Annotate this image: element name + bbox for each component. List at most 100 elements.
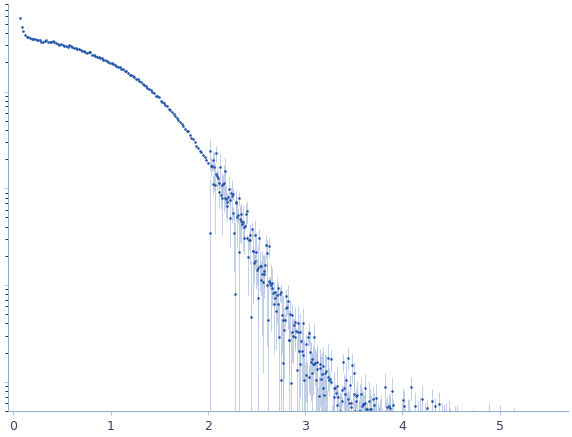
Point — [374, 413, 383, 420]
Point — [206, 163, 216, 170]
Point — [476, 430, 486, 437]
Point — [107, 60, 116, 67]
Point — [92, 53, 101, 60]
Point — [433, 430, 442, 437]
Point — [320, 392, 329, 399]
Point — [452, 411, 462, 418]
Point — [277, 377, 286, 384]
Point — [336, 407, 345, 414]
Point — [323, 355, 332, 362]
Point — [261, 242, 271, 249]
Point — [25, 35, 34, 42]
Point — [81, 49, 90, 55]
Point — [193, 144, 202, 151]
Point — [231, 198, 240, 205]
Point — [325, 375, 335, 382]
Point — [427, 398, 436, 405]
Point — [227, 193, 236, 200]
Point — [375, 427, 384, 434]
Point — [184, 128, 193, 135]
Point — [71, 45, 80, 52]
Point — [264, 317, 273, 324]
Point — [387, 387, 396, 394]
Point — [393, 427, 402, 434]
Point — [112, 63, 121, 70]
Point — [374, 428, 383, 435]
Point — [275, 290, 284, 297]
Point — [327, 378, 336, 385]
Point — [126, 72, 136, 79]
Point — [293, 320, 303, 327]
Point — [205, 148, 214, 155]
Point — [298, 352, 307, 359]
Point — [347, 399, 356, 406]
Point — [216, 191, 225, 198]
Point — [440, 433, 450, 437]
Point — [375, 425, 384, 432]
Point — [438, 434, 447, 437]
Point — [96, 55, 105, 62]
Point — [192, 143, 201, 150]
Point — [295, 329, 304, 336]
Point — [249, 260, 259, 267]
Point — [97, 55, 106, 62]
Point — [146, 87, 155, 94]
Point — [172, 114, 181, 121]
Point — [219, 179, 228, 186]
Point — [379, 418, 388, 425]
Point — [157, 98, 166, 105]
Point — [105, 59, 114, 66]
Point — [45, 38, 54, 45]
Point — [316, 376, 325, 383]
Point — [398, 396, 407, 403]
Point — [32, 36, 41, 43]
Point — [303, 334, 312, 341]
Point — [287, 379, 296, 386]
Point — [484, 415, 494, 422]
Point — [57, 41, 66, 48]
Point — [319, 385, 328, 392]
Point — [84, 49, 93, 56]
Point — [234, 249, 243, 256]
Point — [412, 421, 421, 428]
Point — [310, 361, 319, 368]
Point — [290, 319, 299, 326]
Point — [342, 410, 351, 417]
Point — [280, 326, 289, 333]
Point — [397, 425, 406, 432]
Point — [388, 402, 397, 409]
Point — [458, 429, 467, 436]
Point — [349, 391, 359, 398]
Point — [305, 349, 315, 356]
Point — [377, 420, 386, 427]
Point — [59, 42, 69, 49]
Point — [30, 36, 39, 43]
Point — [208, 163, 217, 170]
Point — [341, 429, 350, 436]
Point — [316, 365, 325, 372]
Point — [331, 390, 340, 397]
Point — [133, 76, 142, 83]
Point — [130, 74, 139, 81]
Point — [255, 263, 264, 270]
Point — [303, 435, 312, 437]
Point — [24, 34, 33, 41]
Point — [145, 86, 154, 93]
Point — [359, 401, 368, 408]
Point — [250, 258, 259, 265]
Point — [63, 43, 72, 50]
Point — [253, 294, 262, 301]
Point — [267, 279, 276, 286]
Point — [177, 121, 186, 128]
Point — [360, 400, 369, 407]
Point — [400, 434, 410, 437]
Point — [229, 210, 238, 217]
Point — [21, 31, 30, 38]
Point — [159, 99, 168, 106]
Point — [235, 195, 244, 202]
Point — [214, 189, 224, 196]
Point — [274, 285, 283, 292]
Point — [245, 236, 254, 243]
Point — [335, 430, 344, 437]
Point — [370, 413, 379, 420]
